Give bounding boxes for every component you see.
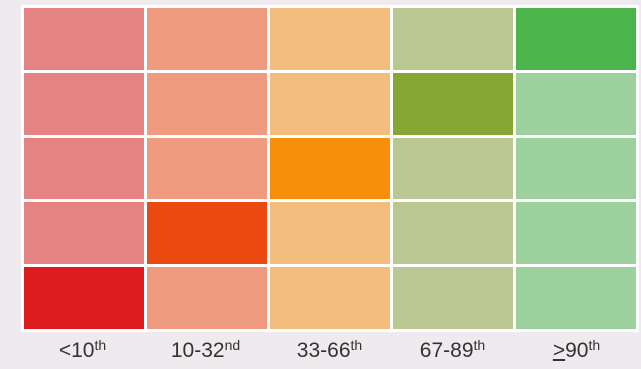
- heatmap-cell-r2-c2: [147, 72, 267, 135]
- x-tick-label-5: >90th: [552, 337, 601, 362]
- heatmap-cell-r3-c1: [24, 137, 144, 200]
- heatmap-cell-r2-c5: [516, 72, 636, 135]
- heatmap-cell-r2-c1: [24, 72, 144, 135]
- heatmap-cell-r3-c5: [516, 137, 636, 200]
- x-tick-label-2: 10-32nd: [170, 337, 241, 362]
- heatmap-cell-r5-c3: [270, 267, 390, 329]
- heatmap-cell-r4-c3: [270, 202, 390, 265]
- x-tick-label-1: <10th: [58, 337, 107, 362]
- heatmap-cell-r5-c2: [147, 267, 267, 329]
- heatmap-cell-r5-c5: [516, 267, 636, 329]
- x-axis-labels: <10th 10-32nd 33-66th 67-89th >90th: [21, 338, 639, 368]
- heatmap-cell-r2-c3: [270, 72, 390, 135]
- heatmap-cell-r3-c4: [393, 137, 513, 200]
- heatmap-cell-r5-c1: [24, 267, 144, 329]
- heatmap-cell-r4-c2: [147, 202, 267, 265]
- heatmap-cell-r5-c4: [393, 267, 513, 329]
- heatmap-cell-r1-c5: [516, 8, 636, 70]
- heatmap-cell-r3-c3: [270, 137, 390, 200]
- heatmap-cell-r1-c1: [24, 8, 144, 70]
- heatmap-cell-r3-c2: [147, 137, 267, 200]
- heatmap-cell-r4-c5: [516, 202, 636, 265]
- heatmap-cell-r4-c1: [24, 202, 144, 265]
- heatmap-cell-r1-c4: [393, 8, 513, 70]
- heatmap-cell-r1-c2: [147, 8, 267, 70]
- x-tick-label-3: 33-66th: [296, 337, 363, 362]
- heatmap-cell-r2-c4: [393, 72, 513, 135]
- x-tick-label-4: 67-89th: [419, 337, 486, 362]
- heatmap-cell-r4-c4: [393, 202, 513, 265]
- heatmap-cell-r1-c3: [270, 8, 390, 70]
- heatmap-grid: [21, 5, 639, 332]
